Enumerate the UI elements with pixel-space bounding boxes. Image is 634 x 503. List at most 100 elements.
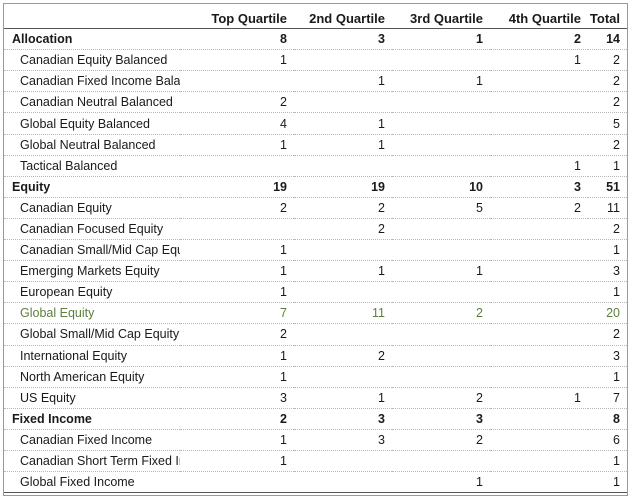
cell-4th-quartile: 2	[490, 197, 588, 219]
cell-4th-quartile: 1	[490, 387, 588, 409]
cell-top-quartile: 1	[180, 366, 294, 388]
table-row: Global Neutral Balanced 1 1 2	[4, 134, 627, 156]
cell-2nd-quartile: 3	[294, 429, 392, 451]
cell-2nd-quartile	[294, 471, 392, 494]
cell-total: 3	[588, 345, 627, 367]
cell-total: 2	[588, 70, 627, 93]
cell-total: 1	[588, 155, 627, 177]
cell-3rd-quartile: 1	[392, 70, 490, 93]
row-label: Global Neutral Balanced	[4, 134, 180, 156]
cell-3rd-quartile: 5	[392, 197, 490, 219]
cell-total: 2	[588, 218, 627, 241]
cell-3rd-quartile	[392, 49, 490, 72]
cell-top-quartile: 7	[180, 302, 294, 325]
header-2nd-quartile: 2nd Quartile	[294, 8, 392, 30]
cell-top-quartile: 4	[180, 112, 294, 135]
cell-total: 6	[588, 429, 627, 451]
header-category	[4, 8, 180, 30]
cell-4th-quartile: 2	[490, 28, 588, 51]
row-label: Canadian Neutral Balanced	[4, 91, 180, 114]
cell-total: 3	[588, 260, 627, 283]
cell-3rd-quartile: 3	[392, 408, 490, 430]
table-row: US Equity 3 1 2 1 7	[4, 387, 627, 409]
cell-4th-quartile: 5	[490, 492, 588, 495]
row-label: Canadian Small/Mid Cap Equit	[4, 239, 180, 262]
cell-2nd-quartile: 2	[294, 197, 392, 219]
cell-2nd-quartile: 2	[294, 345, 392, 367]
cell-top-quartile: 29	[180, 492, 294, 495]
table-row: Canadian Focused Equity 2 2	[4, 218, 627, 241]
cell-2nd-quartile: 1	[294, 134, 392, 156]
header-total: Total	[588, 8, 627, 30]
cell-3rd-quartile	[392, 345, 490, 367]
cell-3rd-quartile	[392, 323, 490, 346]
row-label: Tactical Balanced	[4, 155, 180, 177]
group-row: Fixed Income 2 3 3 8	[4, 408, 627, 430]
cell-top-quartile: 1	[180, 134, 294, 156]
cell-4th-quartile	[490, 281, 588, 304]
cell-2nd-quartile: 11	[294, 302, 392, 325]
row-label: Equity	[4, 176, 180, 198]
cell-3rd-quartile	[392, 134, 490, 156]
cell-4th-quartile: 1	[490, 155, 588, 177]
table-row: Canadian Fixed Income Balanced 11 2	[4, 70, 627, 93]
cell-3rd-quartile	[392, 91, 490, 114]
cell-top-quartile	[180, 70, 294, 93]
grand-total-row: Grand Total292514573	[4, 492, 627, 495]
row-label: Fixed Income	[4, 408, 180, 430]
cell-total: 14	[588, 28, 627, 51]
cell-4th-quartile	[490, 112, 588, 135]
cell-total: 2	[588, 91, 627, 114]
cell-top-quartile: 2	[180, 323, 294, 346]
cell-3rd-quartile	[392, 366, 490, 388]
cell-2nd-quartile	[294, 366, 392, 388]
header-3rd-quartile: 3rd Quartile	[392, 8, 490, 30]
row-label: Canadian Equity	[4, 197, 180, 219]
cell-4th-quartile	[490, 323, 588, 346]
row-label: Emerging Markets Equity	[4, 260, 180, 283]
row-label: Global Fixed Income	[4, 471, 180, 494]
cell-total: 1	[588, 281, 627, 304]
row-label: International Equity	[4, 345, 180, 367]
table-row: Canadian Neutral Balanced 2 2	[4, 91, 627, 114]
cell-top-quartile: 2	[180, 197, 294, 219]
cell-4th-quartile	[490, 91, 588, 114]
header-row: Top Quartile 2nd Quartile 3rd Quartile 4…	[4, 8, 627, 30]
cell-4th-quartile	[490, 260, 588, 283]
cell-top-quartile: 2	[180, 408, 294, 430]
cell-total: 1	[588, 366, 627, 388]
cell-4th-quartile	[490, 134, 588, 156]
table-row: Canadian Short Term Fixed Inc 1 1	[4, 450, 627, 473]
table-row: Global Fixed Income 1 1	[4, 471, 627, 494]
cell-2nd-quartile: 1	[294, 112, 392, 135]
table-row: Canadian Fixed Income 1 3 2 6	[4, 429, 627, 451]
cell-total: 5	[588, 112, 627, 135]
cell-top-quartile: 2	[180, 91, 294, 114]
cell-2nd-quartile	[294, 281, 392, 304]
table-row: Global Small/Mid Cap Equity 2 2	[4, 323, 627, 346]
cell-3rd-quartile: 2	[392, 302, 490, 325]
row-label: US Equity	[4, 387, 180, 409]
row-label: Allocation	[4, 28, 180, 51]
cell-4th-quartile	[490, 239, 588, 262]
cell-top-quartile: 1	[180, 239, 294, 262]
cell-total: 7	[588, 387, 627, 409]
cell-4th-quartile	[490, 345, 588, 367]
cell-2nd-quartile	[294, 239, 392, 262]
cell-2nd-quartile	[294, 91, 392, 114]
cell-2nd-quartile	[294, 49, 392, 72]
cell-2nd-quartile	[294, 155, 392, 177]
cell-total: 2	[588, 49, 627, 72]
cell-2nd-quartile: 19	[294, 176, 392, 198]
cell-2nd-quartile	[294, 323, 392, 346]
cell-3rd-quartile	[392, 450, 490, 473]
row-label: Global Small/Mid Cap Equity	[4, 323, 180, 346]
cell-top-quartile	[180, 155, 294, 177]
cell-total: 1	[588, 239, 627, 262]
cell-3rd-quartile: 2	[392, 387, 490, 409]
cell-top-quartile: 1	[180, 49, 294, 72]
group-row: Allocation 8 3 1 2 14	[4, 28, 627, 51]
row-label: European Equity	[4, 281, 180, 304]
table-row: Tactical Balanced 1 1	[4, 155, 627, 177]
cell-4th-quartile	[490, 471, 588, 494]
